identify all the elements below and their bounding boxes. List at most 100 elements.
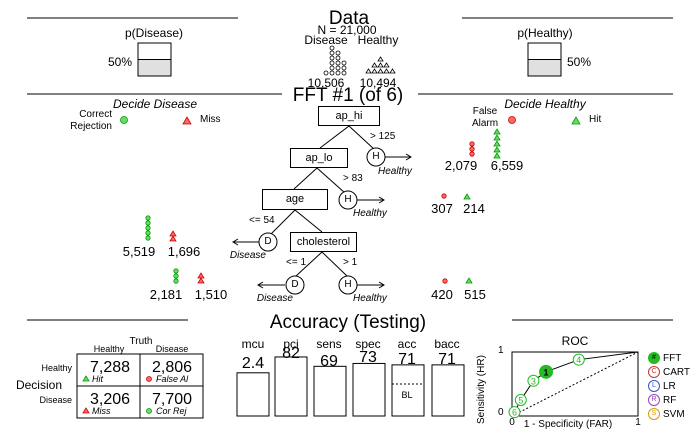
- class-label-healthy: Healthy: [357, 33, 399, 47]
- roc-legend-marker: C: [648, 366, 660, 379]
- roc-legend-label: RF: [663, 395, 677, 406]
- roc-fft-point-3: [527, 374, 540, 387]
- node-4-threshold-right: > 1: [343, 257, 358, 268]
- roc-y-tick-1: 1: [498, 345, 504, 356]
- legend-correct-rejection: Correct Rejection: [70, 109, 112, 132]
- stat-pci-name: pci: [283, 337, 299, 351]
- class-label-disease: Disease: [304, 33, 348, 47]
- stat-spec-value: 73: [359, 349, 377, 366]
- node-4-exit-right-label: Healthy: [353, 293, 387, 304]
- stat-pci-value: 82: [282, 345, 300, 362]
- p-disease-pct: 50%: [107, 55, 132, 69]
- stat-bacc-value: 71: [438, 351, 456, 368]
- roc-legend-item-svm: S SVM: [648, 408, 685, 421]
- node-4-exit-right-letter: H: [344, 279, 352, 290]
- stat-bar-bacc: [431, 364, 465, 417]
- node-1-count-hit: 6,559: [490, 158, 524, 173]
- roc-fft-point-label-6: 6: [512, 408, 517, 418]
- cell-false-alarm-label: False Al: [156, 374, 189, 384]
- roc-fft-point-label-4: 4: [576, 355, 581, 365]
- col-label-healthy: Healthy: [93, 344, 125, 354]
- decision-label: Decision: [15, 378, 62, 392]
- node-3-threshold: <= 54: [249, 215, 275, 226]
- node-4-count-hit: 515: [464, 287, 486, 302]
- legend-miss: Miss: [200, 114, 221, 125]
- roc-legend-item-rf: R RF: [648, 394, 676, 407]
- roc-diagonal: [511, 351, 639, 417]
- node-2-exit-letter: H: [344, 194, 352, 205]
- cell-correct-rejection-label: Cor Rej: [156, 406, 187, 416]
- legend-hit: Hit: [589, 114, 602, 125]
- n-label: N = 21,000: [317, 23, 377, 37]
- node-1-exit-label: Healthy: [378, 166, 412, 177]
- roc-x-tick-0: 0: [509, 417, 515, 428]
- roc-legend-marker: #: [648, 352, 660, 365]
- node-4-threshold-left: <= 1: [286, 257, 307, 268]
- roc-legend-label: LR: [663, 381, 676, 392]
- node-4-exit-left-letter: D: [291, 279, 299, 290]
- p-healthy-label: p(Healthy): [517, 26, 573, 40]
- cell-correct-rejection-value: 7,700: [151, 391, 193, 408]
- class-count-disease: 10,506: [307, 76, 345, 90]
- node-3-count-miss: 1,696: [167, 244, 201, 259]
- node-3-count-correct-rejection: 5,519: [122, 244, 156, 259]
- stat-bar-pci: [274, 356, 308, 417]
- node-4-count-correct-rejection: 2,181: [149, 287, 183, 302]
- stat-mcu-name: mcu: [241, 337, 265, 351]
- node-2-box: ap_lo: [290, 148, 348, 168]
- stat-bacc-name: bacc: [434, 337, 460, 351]
- roc-y-tick-0: 0: [498, 407, 504, 418]
- row-label-disease: Disease: [39, 395, 72, 405]
- stat-sens-value: 69: [320, 353, 338, 370]
- roc-xlabel: 1 - Specificity (FAR): [523, 419, 613, 430]
- roc-legend-item-fft: # FFT: [648, 352, 681, 365]
- node-4-box: cholesterol: [290, 232, 357, 252]
- roc-legend-label: FFT: [663, 353, 682, 364]
- p-healthy-pct: 50%: [567, 55, 592, 69]
- decide-disease-label: Decide Disease: [112, 97, 198, 111]
- legend-false-alarm: False Alarm: [471, 106, 499, 129]
- roc-title: ROC: [561, 334, 589, 348]
- node-1-threshold: > 125: [370, 131, 396, 142]
- roc-fft-point-5: [514, 394, 527, 406]
- node-3-exit-label: Disease: [229, 250, 266, 261]
- node-3-exit-letter: D: [264, 236, 272, 247]
- p-disease-label: p(Disease): [124, 26, 184, 40]
- node-1-exit-letter: H: [372, 151, 380, 162]
- node-2-exit-label: Healthy: [353, 208, 387, 219]
- node-2-count-false-alarm: 307: [431, 201, 453, 216]
- stat-sens-name: sens: [316, 337, 342, 351]
- node-1-box: ap_hi: [318, 106, 380, 126]
- tree-title: FFT #1 (of 6): [292, 85, 404, 106]
- cell-false-alarm-value: 2,806: [151, 359, 193, 376]
- node-4-count-miss: 1,510: [194, 287, 228, 302]
- cell-hit-value: 7,288: [89, 359, 131, 376]
- cell-miss-value: 3,206: [89, 391, 131, 408]
- roc-legend-marker: R: [648, 394, 660, 407]
- class-count-healthy: 10,494: [359, 76, 397, 90]
- roc-legend-item-lr: L LR: [648, 380, 676, 393]
- stat-bar-mcu: [236, 372, 270, 417]
- cell-hit-label: Hit: [92, 374, 103, 384]
- node-2-count-hit: 214: [463, 201, 485, 216]
- decide-healthy-label: Decide Healthy: [504, 97, 586, 111]
- roc-fft-point-label-5: 5: [518, 396, 523, 406]
- roc-legend-marker: L: [648, 380, 660, 393]
- roc-fft-point-4: [572, 353, 585, 366]
- stat-bar-acc: [391, 364, 425, 417]
- roc-fft-point-label-3: 3: [531, 376, 536, 386]
- stat-bar-spec: [352, 362, 386, 417]
- stat-spec-name: spec: [355, 337, 381, 351]
- stat-mcu-value: 2.4: [241, 355, 265, 372]
- roc-frame: [511, 351, 639, 417]
- node-2-threshold: > 83: [343, 173, 363, 184]
- truth-label: Truth: [129, 336, 153, 347]
- node-4-exit-left-label: Disease: [256, 293, 293, 304]
- roc-legend-marker: S: [648, 408, 660, 421]
- accuracy-title: Accuracy (Testing): [269, 312, 427, 333]
